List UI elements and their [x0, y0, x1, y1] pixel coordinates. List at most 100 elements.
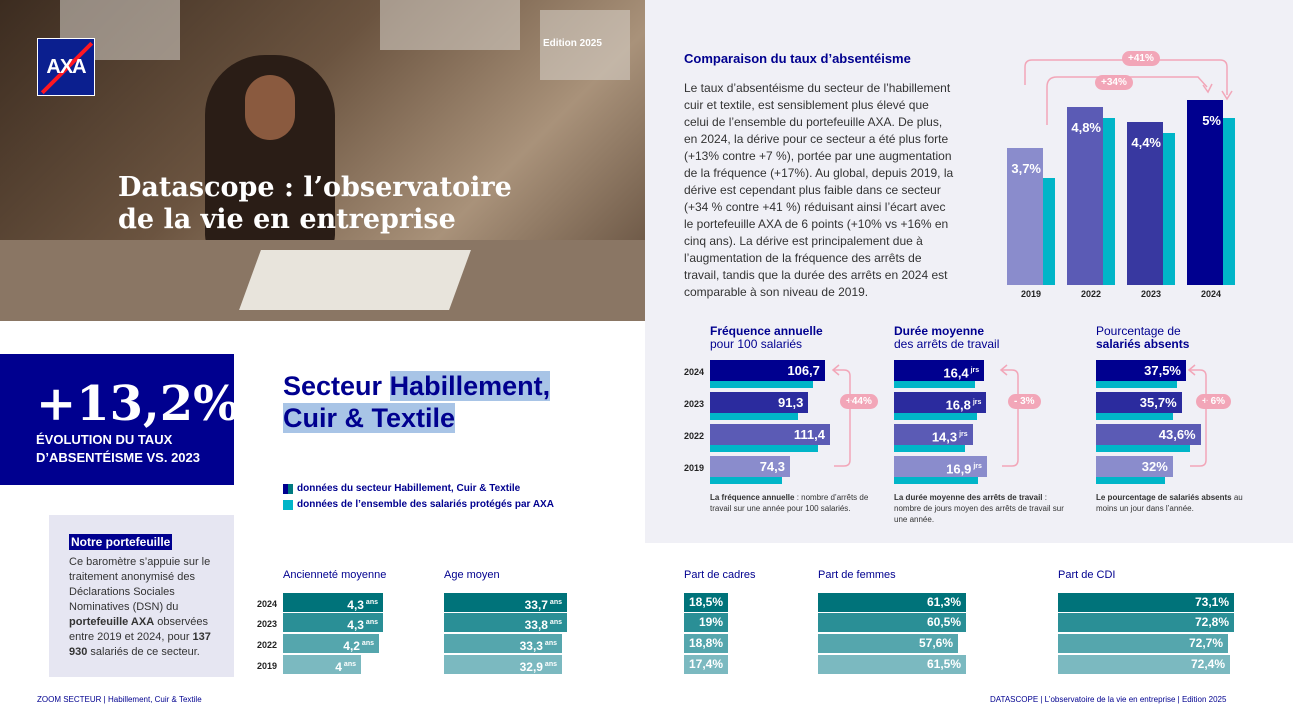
bottom-bar-anc-2022: 4,2 ans — [283, 634, 379, 653]
hbar-3-2022: 43,6% — [1096, 424, 1201, 445]
femmes-title: Part de femmes — [818, 569, 896, 581]
hbar-axa-2-3 — [894, 477, 978, 484]
bottom-bar-anc-2019: 4 ans — [283, 655, 361, 674]
bottom-bar-femmes-2019: 61,5% — [818, 655, 966, 674]
bar-axa-2022 — [1103, 118, 1115, 285]
bar-sector-2022 — [1067, 107, 1103, 285]
bottom-bar-cadres-2023: 19% — [684, 613, 728, 632]
year-2023: 2023 — [684, 399, 705, 409]
year-2022: 2022 — [684, 431, 705, 441]
growth-pill-41: +41% — [1122, 51, 1160, 66]
bar-sector-2024 — [1187, 99, 1223, 285]
age-title: Age moyen — [444, 569, 500, 581]
bar-label-2019: 3,7% — [1011, 160, 1041, 176]
hbar-axa-1-2 — [710, 445, 818, 452]
bottom-bar-femmes-2023: 60,5% — [818, 613, 966, 632]
duree-note: La durée moyenne des arrêts de travail :… — [894, 493, 1064, 524]
cdi-title: Part de CDI — [1058, 569, 1116, 581]
hero-photo — [0, 0, 645, 321]
bottom-bar-cdi-2024: 73,1% — [1058, 593, 1234, 612]
pct-title: Pourcentage de salariés absents — [1096, 324, 1190, 351]
axa-logo: AXA — [37, 38, 95, 96]
bracket-1 — [831, 364, 851, 467]
growth-pill-34: +34% — [1095, 75, 1133, 90]
bottom-bar-cdi-2023: 72,8% — [1058, 613, 1234, 632]
bar-sector-2023 — [1127, 122, 1163, 285]
bar-axa-2024 — [1223, 118, 1235, 285]
hbar-3-2024: 37,5% — [1096, 360, 1186, 381]
cadres-title: Part de cadres — [684, 569, 756, 581]
hbar-axa-3-3 — [1096, 477, 1166, 484]
bottom-bar-cadres-2019: 17,4% — [684, 655, 728, 674]
x-label-2023: 2023 — [1140, 289, 1162, 299]
portfolio-text: Ce baromètre s’appuie sur le traitement … — [69, 556, 211, 658]
bottom-year-2024: 2024 — [257, 599, 278, 609]
bottom-bar-age-2023: 33,8 ans — [444, 613, 567, 632]
hbar-axa-2-2 — [894, 445, 965, 452]
bar-axa-2019 — [1043, 177, 1055, 285]
hbar-3-2023: 35,7% — [1096, 392, 1182, 413]
bottom-bar-age-2022: 33,3 ans — [444, 634, 562, 653]
hbar-axa-1-3 — [710, 477, 782, 484]
hbar-1-2024: 106,7 — [710, 360, 825, 381]
hbar-2-2019: 16,9 jrs — [894, 456, 987, 477]
bottom-year-2019: 2019 — [257, 661, 278, 671]
bottom-bar-cdi-2022: 72,7% — [1058, 634, 1228, 653]
hbar-axa-2-0 — [894, 381, 976, 388]
year-2019: 2019 — [684, 463, 705, 473]
bar-axa-2023 — [1163, 133, 1175, 285]
bottom-bar-femmes-2022: 57,6% — [818, 634, 958, 653]
legend-sector: données du secteur Habillement, Cuir & T… — [283, 483, 520, 494]
bottom-bar-cadres-2022: 18,8% — [684, 634, 728, 653]
bottom-bar-cadres-2024: 18,5% — [684, 593, 728, 612]
x-label-2019: 2019 — [1020, 289, 1042, 299]
stat-box — [0, 354, 234, 485]
hbar-axa-1-0 — [710, 381, 814, 388]
pill-2: - 3% — [1008, 394, 1041, 409]
comparison-heading: Comparaison du taux d’absentéisme — [684, 51, 911, 66]
bottom-year-2023: 2023 — [257, 619, 278, 629]
hbar-1-2019: 74,3 — [710, 456, 790, 477]
stat-value: +13,2% — [36, 376, 239, 432]
anc-title: Ancienneté moyenne — [283, 569, 387, 581]
comparison-panel — [645, 0, 1293, 543]
footer-right: DATASCOPE | L’observatoire de la vie en … — [990, 695, 1227, 704]
bottom-bar-age-2019: 32,9 ans — [444, 655, 562, 674]
duree-title: Durée moyenne des arrêts de travail — [894, 324, 1000, 351]
legend-axa: données de l’ensemble des salariés proté… — [283, 499, 554, 510]
bar-label-2024: 5% — [1202, 112, 1221, 128]
bar-sector-2019 — [1007, 147, 1043, 285]
comparison-text: Le taux d’absentéisme du secteur de l’ha… — [684, 81, 954, 299]
hbar-axa-3-0 — [1096, 381, 1177, 388]
portfolio-box: Notre portefeuille Ce baromètre s’appuie… — [49, 515, 234, 677]
x-label-2024: 2024 — [1200, 289, 1222, 299]
bar-label-2023: 4,4% — [1131, 135, 1161, 151]
bar-label-2022: 4,8% — [1071, 120, 1101, 136]
hbar-3-2019: 32% — [1096, 456, 1173, 477]
bottom-bar-anc-2024: 4,3 ans — [283, 593, 383, 612]
bracket-2 — [999, 364, 1019, 467]
pct-note: Le pourcentage de salariés absents au mo… — [1096, 493, 1243, 513]
footer-left: ZOOM SECTEUR | Habillement, Cuir & Texti… — [37, 695, 202, 704]
hbar-2-2023: 16,8 jrs — [894, 392, 987, 413]
pill-3: + 6% — [1196, 394, 1232, 409]
bottom-bar-age-2024: 33,7 ans — [444, 593, 567, 612]
hbar-axa-3-1 — [1096, 413, 1174, 420]
sector-title: Secteur Habillement, Cuir & Textile — [283, 371, 551, 433]
hbar-2-2024: 16,4 jrs — [894, 360, 985, 381]
bottom-year-2022: 2022 — [257, 640, 278, 650]
hbar-2-2022: 14,3 jrs — [894, 424, 973, 445]
hbar-axa-1-1 — [710, 413, 799, 420]
freq-title: Fréquence annuelle pour 100 salariés — [710, 324, 823, 351]
hbar-1-2022: 111,4 — [710, 424, 830, 445]
hbar-1-2023: 91,3 — [710, 392, 809, 413]
bottom-bar-femmes-2024: 61,3% — [818, 593, 966, 612]
bracket-3 — [1187, 364, 1207, 467]
hero-title: Datascope : l’observatoire de la vie en e… — [118, 172, 512, 235]
edition-label: Edition 2025 — [543, 38, 602, 49]
hbar-axa-3-2 — [1096, 445, 1191, 452]
bottom-bar-anc-2023: 4,3 ans — [283, 613, 383, 632]
x-label-2022: 2022 — [1080, 289, 1102, 299]
year-2024: 2024 — [684, 367, 705, 377]
freq-note: La fréquence annuelle : nombre d’arrêts … — [710, 493, 869, 513]
